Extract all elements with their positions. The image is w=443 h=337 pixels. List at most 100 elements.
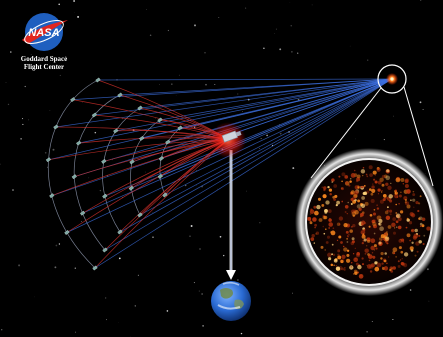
surface-speckle bbox=[394, 194, 396, 196]
surface-speckle bbox=[348, 184, 351, 187]
surface-speckle bbox=[390, 267, 393, 270]
surface-speckle bbox=[354, 247, 356, 249]
surface-speckle bbox=[385, 175, 391, 181]
surface-speckle bbox=[386, 242, 389, 245]
surface-speckle bbox=[415, 241, 420, 246]
surface-speckle bbox=[344, 174, 349, 179]
surface-speckle bbox=[368, 225, 371, 228]
surface-speckle bbox=[349, 229, 353, 233]
surface-speckle bbox=[373, 224, 377, 229]
blue-ray bbox=[167, 78, 393, 143]
mirror-element bbox=[70, 97, 76, 103]
surface-speckle bbox=[426, 226, 431, 231]
star bbox=[146, 9, 147, 10]
star bbox=[58, 3, 60, 6]
surface-speckle bbox=[341, 172, 346, 177]
surface-speckle bbox=[352, 214, 356, 218]
star bbox=[74, 331, 77, 333]
star bbox=[189, 235, 191, 238]
surface-speckle bbox=[386, 169, 390, 173]
surface-speckle bbox=[341, 267, 344, 271]
star bbox=[77, 15, 80, 18]
surface-speckle bbox=[333, 198, 336, 201]
surface-speckle bbox=[394, 189, 397, 192]
surface-speckle bbox=[385, 215, 391, 221]
surface-speckle bbox=[414, 254, 417, 257]
surface-speckle bbox=[363, 228, 366, 232]
surface-speckle bbox=[382, 193, 387, 198]
surface-speckle bbox=[378, 222, 382, 226]
surface-speckle bbox=[369, 213, 373, 217]
surface-speckle bbox=[383, 266, 389, 271]
surface-speckle bbox=[314, 210, 319, 216]
surface-speckle bbox=[340, 187, 344, 191]
blue-ray bbox=[78, 78, 393, 144]
mirror-element bbox=[139, 135, 145, 141]
surface-speckle bbox=[330, 231, 333, 234]
incoming-blue-rays bbox=[48, 78, 393, 269]
surface-speckle bbox=[403, 263, 408, 268]
surface-speckle bbox=[365, 173, 368, 176]
blue-ray bbox=[55, 78, 393, 128]
surface-speckle bbox=[315, 231, 320, 235]
surface-speckle bbox=[350, 198, 354, 201]
surface-speckle bbox=[361, 241, 364, 245]
surface-speckle bbox=[317, 197, 322, 201]
blue-ray bbox=[104, 78, 393, 251]
surface-speckle bbox=[423, 234, 426, 237]
star bbox=[134, 305, 136, 307]
surface-speckle bbox=[401, 262, 406, 267]
mirror-element bbox=[157, 117, 163, 123]
surface-speckle bbox=[392, 231, 397, 235]
surface-speckle bbox=[341, 200, 344, 203]
surface-speckle bbox=[421, 217, 426, 222]
star bbox=[33, 296, 35, 298]
blue-ray bbox=[119, 78, 393, 233]
surface-speckle bbox=[323, 232, 326, 235]
surface-speckle bbox=[373, 232, 376, 235]
blue-ray bbox=[104, 78, 393, 197]
surface-speckle bbox=[346, 241, 349, 243]
surface-speckle bbox=[323, 186, 327, 190]
mirror-element bbox=[101, 158, 107, 164]
surface-speckle bbox=[357, 264, 362, 270]
mirror-element bbox=[117, 229, 123, 235]
star bbox=[149, 34, 152, 37]
mirror-element bbox=[45, 157, 52, 163]
surface-speckle bbox=[311, 233, 315, 238]
star bbox=[7, 103, 10, 106]
surface-speckle bbox=[362, 233, 365, 236]
surface-speckle bbox=[377, 193, 380, 195]
space-telescope-icon bbox=[210, 122, 246, 158]
surface-speckle bbox=[402, 241, 405, 243]
star bbox=[49, 110, 51, 111]
star bbox=[65, 55, 67, 57]
surface-speckle bbox=[366, 190, 370, 194]
red-ray bbox=[48, 138, 230, 161]
inset-image bbox=[295, 148, 443, 296]
surface-speckle bbox=[350, 173, 356, 178]
red-ray bbox=[94, 138, 230, 269]
surface-speckle bbox=[400, 250, 404, 254]
star bbox=[290, 25, 292, 27]
mirror-element bbox=[113, 128, 119, 134]
star bbox=[24, 85, 26, 88]
surface-speckle bbox=[351, 209, 356, 214]
star bbox=[118, 257, 121, 260]
surface-speckle bbox=[376, 167, 381, 172]
surface-speckle bbox=[397, 264, 401, 268]
surface-speckle bbox=[350, 241, 355, 246]
surface-speckle bbox=[373, 208, 376, 211]
star bbox=[311, 4, 313, 6]
blue-ray bbox=[160, 78, 393, 177]
nasa-wordmark: NASA bbox=[28, 27, 59, 39]
star bbox=[184, 184, 187, 187]
surface-speckle bbox=[325, 228, 327, 230]
star bbox=[214, 83, 216, 86]
surface-speckle bbox=[419, 195, 422, 198]
surface-speckle bbox=[387, 206, 389, 209]
surface-speckle bbox=[344, 205, 349, 209]
surface-speckle bbox=[392, 217, 397, 222]
surface-speckle bbox=[338, 216, 344, 221]
surface-speckle bbox=[389, 268, 392, 272]
